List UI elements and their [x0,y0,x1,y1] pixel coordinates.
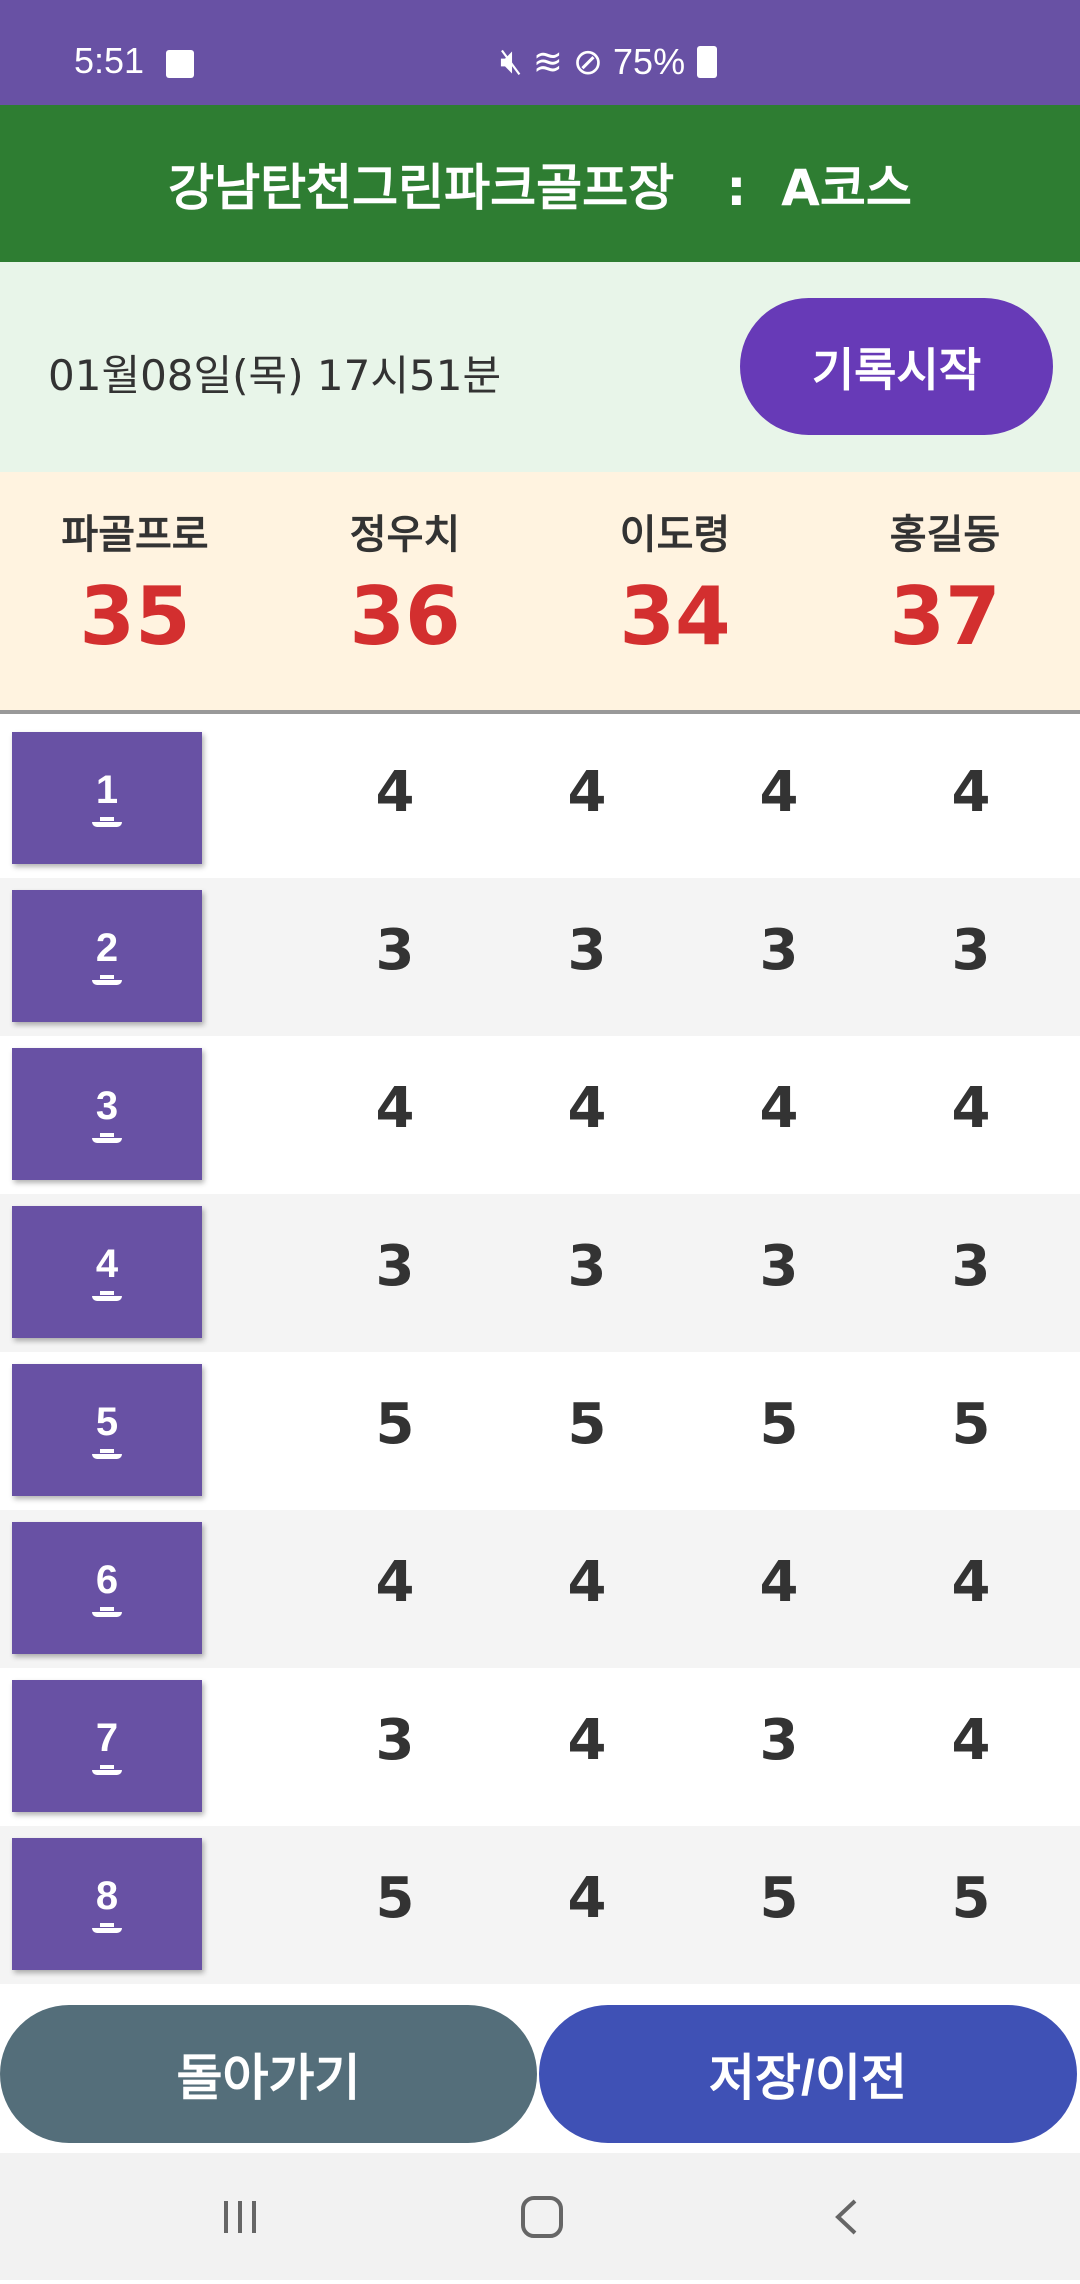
hole-button[interactable]: 8 [12,1838,202,1970]
player-name: 홍길동 [889,512,1001,558]
golf-tee-icon [92,1764,122,1777]
hole-number: 2 [95,925,119,970]
player-total: 35 [79,570,191,663]
hole-score[interactable]: 3 [567,1234,607,1299]
hole-score[interactable]: 4 [951,1550,991,1615]
player-column: 홍길동 37 [810,502,1080,663]
hole-row: 3 4 4 4 4 [0,1036,1080,1194]
save-transfer-button[interactable]: 저장/이전 [539,2005,1077,2143]
golf-tee-icon [92,974,122,987]
hole-score[interactable]: 4 [951,1076,991,1141]
hole-score[interactable]: 5 [759,1866,799,1931]
golf-tee-icon [92,1132,122,1145]
hole-score[interactable]: 4 [567,1708,607,1773]
hole-score[interactable]: 5 [759,1392,799,1457]
hole-button[interactable]: 1 [12,732,202,864]
golf-tee-icon [92,1290,122,1303]
player-name: 정우치 [349,512,461,558]
recent-apps-icon[interactable] [224,2201,256,2233]
hole-number: 7 [95,1715,119,1760]
player-name: 이도령 [619,512,731,558]
hole-row: 2 3 3 3 3 [0,878,1080,1036]
hole-score[interactable]: 3 [759,918,799,983]
hole-number: 3 [95,1083,119,1128]
hole-button[interactable]: 4 [12,1206,202,1338]
wifi-icon: ≋ [532,40,563,82]
player-column: 이도령 34 [540,502,810,663]
hole-row: 6 4 4 4 4 [0,1510,1080,1668]
hole-number: 5 [95,1399,119,1444]
player-name: 파골프로 [61,512,209,558]
hole-row: 4 3 3 3 3 [0,1194,1080,1352]
back-button[interactable]: 돌아가기 [0,2005,537,2143]
hole-row: 7 3 4 3 4 [0,1668,1080,1826]
hole-score[interactable]: 4 [375,1550,415,1615]
hole-score[interactable]: 4 [951,760,991,825]
hole-score[interactable]: 4 [759,760,799,825]
golf-tee-icon [92,816,122,829]
hole-score[interactable]: 3 [375,1234,415,1299]
hole-score[interactable]: 5 [567,1392,607,1457]
hole-score[interactable]: 4 [759,1550,799,1615]
hole-score[interactable]: 3 [759,1708,799,1773]
hole-score[interactable]: 4 [567,1076,607,1141]
hole-number: 6 [95,1557,119,1602]
hole-score[interactable]: 3 [951,1234,991,1299]
hole-row: 8 5 4 5 5 [0,1826,1080,1984]
hole-row: 5 5 5 5 5 [0,1352,1080,1510]
gallery-icon [166,50,194,78]
navigation-bar [0,2153,1080,2280]
mute-icon: 🔇︎ [500,40,523,81]
player-column: 정우치 36 [270,502,540,663]
player-column: 파골프로 35 [0,502,270,663]
hole-score[interactable]: 5 [951,1866,991,1931]
date-row: 01월08일(목) 17시51분 기록시작 [0,262,1080,472]
hole-score[interactable]: 3 [759,1234,799,1299]
hole-score[interactable]: 4 [375,760,415,825]
hole-button[interactable]: 3 [12,1048,202,1180]
status-time: 5:51 [74,40,145,81]
hole-button[interactable]: 5 [12,1364,202,1496]
hole-score[interactable]: 4 [567,1550,607,1615]
hole-number: 8 [95,1873,119,1918]
hole-score[interactable]: 3 [567,918,607,983]
hole-score[interactable]: 3 [375,918,415,983]
hole-number: 1 [95,767,119,812]
hole-score[interactable]: 4 [567,760,607,825]
hole-row: 1 4 4 4 4 [0,720,1080,878]
hole-score[interactable]: 4 [375,1076,415,1141]
hole-score[interactable]: 4 [951,1708,991,1773]
hole-score[interactable]: 3 [375,1708,415,1773]
hole-button[interactable]: 6 [12,1522,202,1654]
home-icon[interactable] [521,2196,563,2238]
player-total: 37 [889,570,1001,663]
battery-charging-icon [697,45,718,78]
hole-score[interactable]: 5 [951,1392,991,1457]
back-nav-icon[interactable] [835,2199,857,2235]
hole-number: 4 [95,1241,119,1286]
date-time: 01월08일(목) 17시51분 [48,351,502,400]
status-bar: 5:51 🔇︎ ≋ ⊘ 75% [0,0,1080,105]
hole-score[interactable]: 3 [951,918,991,983]
course-title: 강남탄천그린파크골프장 : A코스 [0,105,1080,262]
golf-tee-icon [92,1606,122,1619]
hole-score[interactable]: 5 [375,1392,415,1457]
start-record-button[interactable]: 기록시작 [740,298,1053,435]
golf-tee-icon [92,1922,122,1935]
player-total: 36 [349,570,461,663]
player-total: 34 [619,570,731,663]
player-totals: 파골프로 35 정우치 36 이도령 34 홍길동 37 [0,472,1080,714]
hole-button[interactable]: 7 [12,1680,202,1812]
hole-button[interactable]: 2 [12,890,202,1022]
hole-score[interactable]: 4 [759,1076,799,1141]
golf-tee-icon [92,1448,122,1461]
battery-percent: 75% [613,40,686,82]
hole-score[interactable]: 5 [375,1866,415,1931]
hole-score[interactable]: 4 [567,1866,607,1931]
do-not-disturb-icon: ⊘ [572,40,604,82]
